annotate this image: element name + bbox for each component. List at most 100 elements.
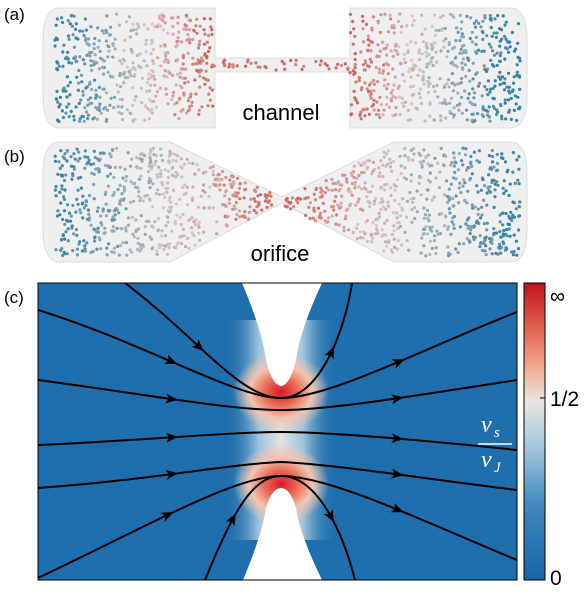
particle xyxy=(243,210,246,213)
particle xyxy=(124,76,127,79)
particle xyxy=(113,191,116,194)
particle xyxy=(148,98,151,101)
particle xyxy=(508,86,511,89)
particle xyxy=(500,246,503,249)
particle xyxy=(433,157,436,160)
particle xyxy=(379,50,382,53)
particle xyxy=(384,234,387,237)
particle xyxy=(93,197,96,200)
particle xyxy=(374,232,377,235)
particle xyxy=(208,206,211,209)
particle xyxy=(344,62,347,65)
particle xyxy=(360,187,363,190)
particle xyxy=(304,214,307,217)
particle xyxy=(203,54,206,57)
particle xyxy=(149,84,152,87)
particle xyxy=(243,188,246,191)
particle xyxy=(189,93,192,96)
particle xyxy=(430,164,433,167)
particle xyxy=(378,68,381,71)
particle xyxy=(379,31,382,34)
particle xyxy=(234,207,237,210)
particle xyxy=(496,253,499,256)
particle xyxy=(498,60,501,63)
particle xyxy=(127,151,130,154)
particle xyxy=(123,190,126,193)
particle xyxy=(407,119,410,122)
particle xyxy=(202,76,205,79)
particle xyxy=(387,63,390,66)
particle xyxy=(487,79,490,82)
particle xyxy=(382,109,385,112)
particle xyxy=(55,98,58,101)
particle xyxy=(468,241,471,244)
particle xyxy=(74,55,77,58)
particle xyxy=(505,38,508,41)
particle xyxy=(76,248,79,251)
particle xyxy=(461,163,464,166)
particle xyxy=(92,60,95,63)
particle xyxy=(477,22,480,25)
particle xyxy=(455,194,458,197)
particle xyxy=(81,195,84,198)
particle xyxy=(367,200,370,203)
particle xyxy=(503,179,506,182)
particle xyxy=(76,148,79,151)
particle xyxy=(330,178,333,181)
particle xyxy=(209,25,212,28)
particle xyxy=(198,221,201,224)
particle xyxy=(71,25,74,28)
particle xyxy=(208,46,211,49)
particle xyxy=(488,91,491,94)
particle xyxy=(224,215,227,218)
particle xyxy=(223,194,226,197)
particle xyxy=(54,189,57,192)
particle xyxy=(223,204,226,207)
particle xyxy=(117,90,120,93)
particle xyxy=(518,88,521,91)
particle xyxy=(168,196,171,199)
particle xyxy=(184,77,187,80)
particle xyxy=(453,113,456,116)
particle xyxy=(64,90,67,93)
particle xyxy=(397,20,400,23)
particle xyxy=(164,54,167,57)
particle xyxy=(361,27,364,30)
particle xyxy=(488,115,491,118)
particle xyxy=(452,151,455,154)
particle xyxy=(116,188,119,191)
particle xyxy=(73,15,76,18)
particle xyxy=(108,104,111,107)
particle xyxy=(167,170,170,173)
particle xyxy=(166,32,169,35)
particle xyxy=(496,64,499,67)
particle xyxy=(488,120,491,123)
particle xyxy=(218,188,221,191)
particle xyxy=(97,46,100,49)
particle xyxy=(171,33,174,36)
particle xyxy=(268,191,271,194)
particle xyxy=(60,16,63,19)
particle xyxy=(426,217,429,220)
particle xyxy=(513,234,516,237)
particle xyxy=(474,205,477,208)
particle xyxy=(88,194,91,197)
particle xyxy=(426,188,429,191)
particle xyxy=(383,188,386,191)
particle xyxy=(469,162,472,165)
particle xyxy=(364,59,367,62)
particle xyxy=(203,206,206,209)
particle xyxy=(428,253,431,256)
particle xyxy=(399,225,402,228)
particle xyxy=(429,172,432,175)
particle xyxy=(94,168,97,171)
particle xyxy=(212,206,215,209)
particle xyxy=(138,178,141,181)
particle xyxy=(340,195,343,198)
particle xyxy=(255,211,258,214)
particle xyxy=(183,163,186,166)
particle xyxy=(410,179,413,182)
particle xyxy=(120,105,123,108)
particle xyxy=(147,220,150,223)
particle xyxy=(83,244,86,247)
